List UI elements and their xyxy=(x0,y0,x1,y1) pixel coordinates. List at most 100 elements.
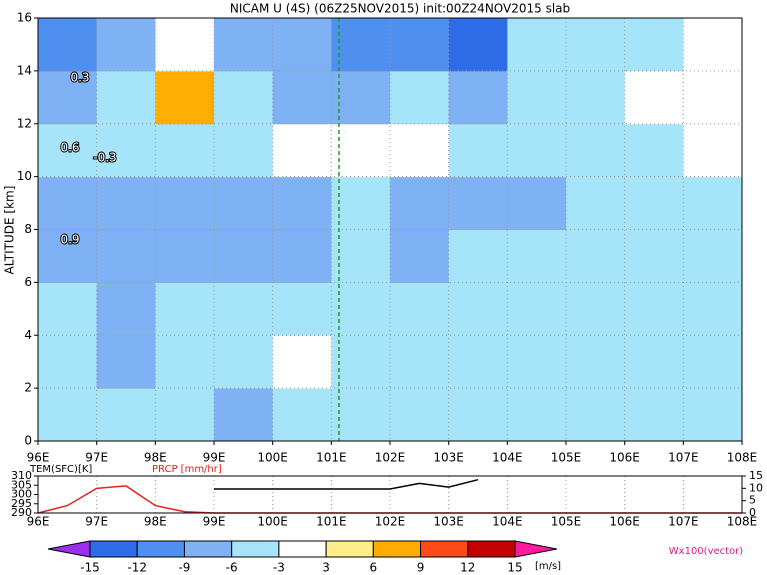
x-tick-label: 108E xyxy=(727,451,758,465)
x-tick-label: 99E xyxy=(203,515,226,529)
heatmap-cell xyxy=(448,335,508,389)
heatmap-cell xyxy=(507,18,567,72)
x-tick-label: 104E xyxy=(492,515,523,529)
heatmap-cell xyxy=(155,335,215,389)
heatmap-cell xyxy=(683,70,743,125)
colorbar-segment xyxy=(372,540,422,558)
y2-tick-label: 10 xyxy=(749,481,763,494)
colorbar-tick-label: 9 xyxy=(417,561,425,575)
heatmap-cell xyxy=(96,70,156,125)
heatmap-cell xyxy=(507,70,567,125)
heatmap-cell xyxy=(331,335,391,389)
heatmap-cell xyxy=(683,335,743,389)
y-tick-label: 300 xyxy=(11,488,32,501)
y-tick-label: 305 xyxy=(11,478,32,491)
x-tick-label: 107E xyxy=(668,451,699,465)
heatmap-cell xyxy=(390,123,450,178)
heatmap-cell xyxy=(566,229,626,283)
heatmap-cell xyxy=(155,70,215,125)
y-tick-label: 310 xyxy=(11,469,32,482)
x-tick-label: 101E xyxy=(316,515,347,529)
x-tick-label: 96E xyxy=(27,451,50,465)
contour-label: 0.3 xyxy=(70,71,89,85)
heatmap-cell xyxy=(214,176,274,230)
heatmap-cell xyxy=(624,70,684,125)
x-tick-label: 100E xyxy=(257,451,288,465)
heatmap-cell xyxy=(38,123,98,178)
heatmap-cell xyxy=(214,388,274,442)
heatmap-cell xyxy=(390,282,450,336)
heatmap-cell xyxy=(683,388,743,442)
y-axis-label: ALTITUDE [km] xyxy=(3,186,17,275)
heatmap-cell xyxy=(507,176,567,230)
heatmap-cell xyxy=(214,123,274,178)
heatmap-cell xyxy=(155,176,215,230)
x-tick-label: 101E xyxy=(316,451,347,465)
colorbar-segment xyxy=(47,540,91,558)
y-tick-label: 290 xyxy=(11,506,32,519)
heatmap-cell xyxy=(624,388,684,442)
heatmap-cell xyxy=(38,335,98,389)
heatmap-cell xyxy=(683,176,743,230)
heatmap-cell xyxy=(272,70,332,125)
legend-label: TEM(SFC)[K] xyxy=(29,464,92,475)
heatmap-cell xyxy=(624,229,684,283)
heatmap-cell xyxy=(331,176,391,230)
colorbar-tick-label: 6 xyxy=(370,561,378,575)
heatmap-cell xyxy=(331,388,391,442)
plot-frame xyxy=(37,475,743,514)
x-tick-label: 98E xyxy=(144,515,167,529)
y-tick-label: 2 xyxy=(24,381,32,395)
heatmap-cell xyxy=(96,335,156,389)
heatmap-cell xyxy=(566,335,626,389)
colorbar-tick-label: 12 xyxy=(460,561,475,575)
heatmap-cell xyxy=(566,388,626,442)
x-tick-label: 100E xyxy=(257,515,288,529)
heatmap-cell xyxy=(331,282,391,336)
heatmap-cell xyxy=(566,18,626,72)
heatmap-cell xyxy=(683,123,743,178)
heatmap-cell xyxy=(566,123,626,178)
heatmap-cell xyxy=(155,18,215,72)
colorbar-segment xyxy=(514,540,558,558)
colorbar-segment xyxy=(278,540,327,558)
heatmap-cell xyxy=(566,176,626,230)
x-tick-label: 103E xyxy=(433,451,464,465)
heatmap-cell xyxy=(566,70,626,125)
x-tick-label: 97E xyxy=(85,451,108,465)
heatmap-cell xyxy=(507,335,567,389)
heatmap-cell xyxy=(38,388,98,442)
heatmap-cell xyxy=(214,282,274,336)
x-tick-label: 106E xyxy=(609,451,640,465)
contour-label: 0.9 xyxy=(60,233,79,247)
heatmap-cell xyxy=(331,123,391,178)
heatmap-cell xyxy=(624,18,684,72)
colorbar-tick-label: -3 xyxy=(273,561,285,575)
heatmap-cell xyxy=(390,335,450,389)
heatmap-cell xyxy=(155,388,215,442)
y-tick-label: 12 xyxy=(17,116,32,130)
y2-tick-label: 0 xyxy=(749,506,756,519)
heatmap-cell xyxy=(38,229,98,283)
x-tick-label: 106E xyxy=(609,515,640,529)
colorbar-segment xyxy=(136,540,185,558)
heatmap-cell xyxy=(155,229,215,283)
heatmap-cell xyxy=(38,282,98,336)
heatmap-cell xyxy=(96,18,156,72)
heatmap-cell xyxy=(683,229,743,283)
heatmap-cell xyxy=(272,335,332,389)
colorbar-tick-label: 3 xyxy=(322,561,330,575)
x-tick-label: 102E xyxy=(375,515,406,529)
contour-label: 0.6 xyxy=(60,141,79,155)
heatmap-cell xyxy=(507,282,567,336)
heatmap-cell xyxy=(331,18,391,72)
colorbar-segment xyxy=(325,540,374,558)
colorbar-segment xyxy=(183,540,233,558)
annotation: Wx100(vector) xyxy=(669,546,744,557)
heatmap-cell xyxy=(272,229,332,283)
heatmap-cell xyxy=(507,229,567,283)
colorbar-tick-label: -9 xyxy=(178,561,190,575)
y-tick-label: 10 xyxy=(17,169,32,183)
heatmap-cell xyxy=(96,282,156,336)
heatmap-cell xyxy=(448,229,508,283)
